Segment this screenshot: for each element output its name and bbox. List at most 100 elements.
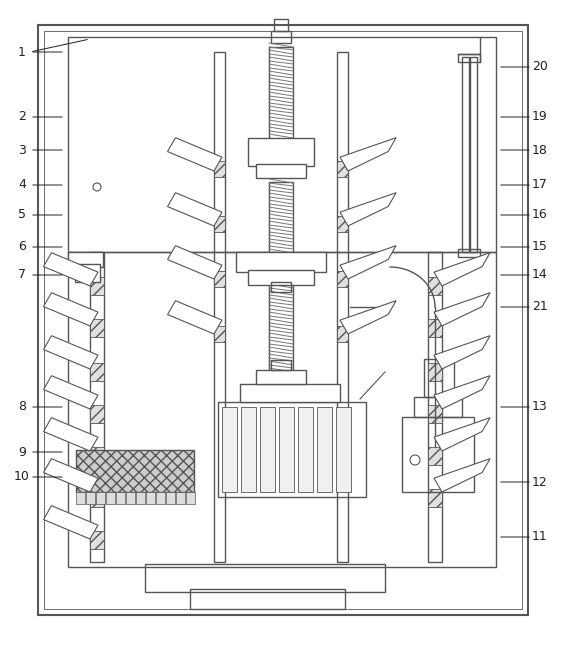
Bar xyxy=(90,447,104,465)
Text: 5: 5 xyxy=(18,208,26,221)
Polygon shape xyxy=(43,459,98,492)
Bar xyxy=(236,252,326,272)
Bar xyxy=(96,492,105,504)
Bar xyxy=(458,54,480,62)
Bar xyxy=(214,326,225,342)
Bar xyxy=(414,397,462,417)
Bar xyxy=(214,161,225,177)
Bar xyxy=(90,319,104,337)
Bar xyxy=(428,405,442,423)
Bar xyxy=(90,363,104,381)
Bar xyxy=(76,450,194,492)
Bar xyxy=(156,492,165,504)
Polygon shape xyxy=(340,301,396,334)
Bar xyxy=(260,407,275,492)
Text: 21: 21 xyxy=(532,300,548,314)
Text: 3: 3 xyxy=(18,144,26,157)
Text: 14: 14 xyxy=(532,269,548,281)
Bar xyxy=(68,252,103,267)
Bar xyxy=(298,407,313,492)
Bar xyxy=(248,138,314,166)
Bar xyxy=(68,37,496,252)
Bar xyxy=(75,264,100,282)
Bar xyxy=(428,447,442,465)
Text: 15: 15 xyxy=(532,241,548,254)
Bar xyxy=(271,282,291,292)
Bar xyxy=(176,492,185,504)
Bar xyxy=(166,492,175,504)
Bar xyxy=(424,359,454,397)
Bar xyxy=(240,384,340,402)
Bar xyxy=(428,319,442,337)
Text: 19: 19 xyxy=(532,111,548,124)
Bar xyxy=(470,57,477,252)
Polygon shape xyxy=(434,418,490,451)
Bar xyxy=(145,564,385,592)
Bar xyxy=(214,216,225,232)
Bar xyxy=(462,57,469,252)
Polygon shape xyxy=(43,376,98,409)
Polygon shape xyxy=(167,193,222,226)
Bar xyxy=(337,216,348,232)
Bar xyxy=(337,326,348,342)
Bar xyxy=(337,271,348,287)
Bar xyxy=(271,375,291,389)
Bar xyxy=(90,277,104,295)
Bar xyxy=(256,164,306,178)
Text: 12: 12 xyxy=(532,476,548,488)
Polygon shape xyxy=(340,138,396,171)
Polygon shape xyxy=(434,336,490,369)
Bar xyxy=(279,407,294,492)
Text: 13: 13 xyxy=(532,400,548,413)
Polygon shape xyxy=(434,376,490,409)
Bar xyxy=(269,182,293,377)
Bar xyxy=(186,492,195,504)
Text: 18: 18 xyxy=(532,144,548,157)
Polygon shape xyxy=(340,193,396,226)
Text: 7: 7 xyxy=(18,269,26,281)
Polygon shape xyxy=(434,292,490,326)
Bar xyxy=(428,252,442,562)
Bar xyxy=(44,31,522,609)
Bar xyxy=(337,161,348,177)
Polygon shape xyxy=(434,459,490,492)
Bar xyxy=(337,52,348,562)
Bar xyxy=(214,52,225,562)
Polygon shape xyxy=(43,418,98,451)
Bar xyxy=(126,492,135,504)
Bar xyxy=(136,492,145,504)
Bar xyxy=(222,407,237,492)
Bar xyxy=(271,31,291,43)
Polygon shape xyxy=(434,253,490,286)
Polygon shape xyxy=(43,253,98,286)
Text: 16: 16 xyxy=(532,208,548,221)
Bar xyxy=(317,407,332,492)
Text: 20: 20 xyxy=(532,61,548,74)
Bar xyxy=(68,252,496,567)
Bar xyxy=(146,492,155,504)
Text: 1: 1 xyxy=(18,45,26,58)
Text: 6: 6 xyxy=(18,241,26,254)
Bar xyxy=(218,402,366,497)
Bar xyxy=(402,417,474,492)
Bar xyxy=(241,407,256,492)
Bar xyxy=(38,25,528,615)
Bar xyxy=(116,492,125,504)
Bar xyxy=(336,407,351,492)
Bar xyxy=(90,405,104,423)
Bar xyxy=(86,492,95,504)
Polygon shape xyxy=(167,246,222,279)
Bar xyxy=(268,387,294,397)
Polygon shape xyxy=(43,506,98,539)
Polygon shape xyxy=(167,301,222,334)
Bar xyxy=(271,360,291,370)
Bar xyxy=(90,489,104,507)
Text: 10: 10 xyxy=(14,470,30,483)
Text: 8: 8 xyxy=(18,400,26,413)
Bar xyxy=(214,271,225,287)
Bar xyxy=(269,47,293,157)
Text: 2: 2 xyxy=(18,111,26,124)
Polygon shape xyxy=(43,336,98,369)
Bar xyxy=(428,277,442,295)
Text: 17: 17 xyxy=(532,179,548,192)
